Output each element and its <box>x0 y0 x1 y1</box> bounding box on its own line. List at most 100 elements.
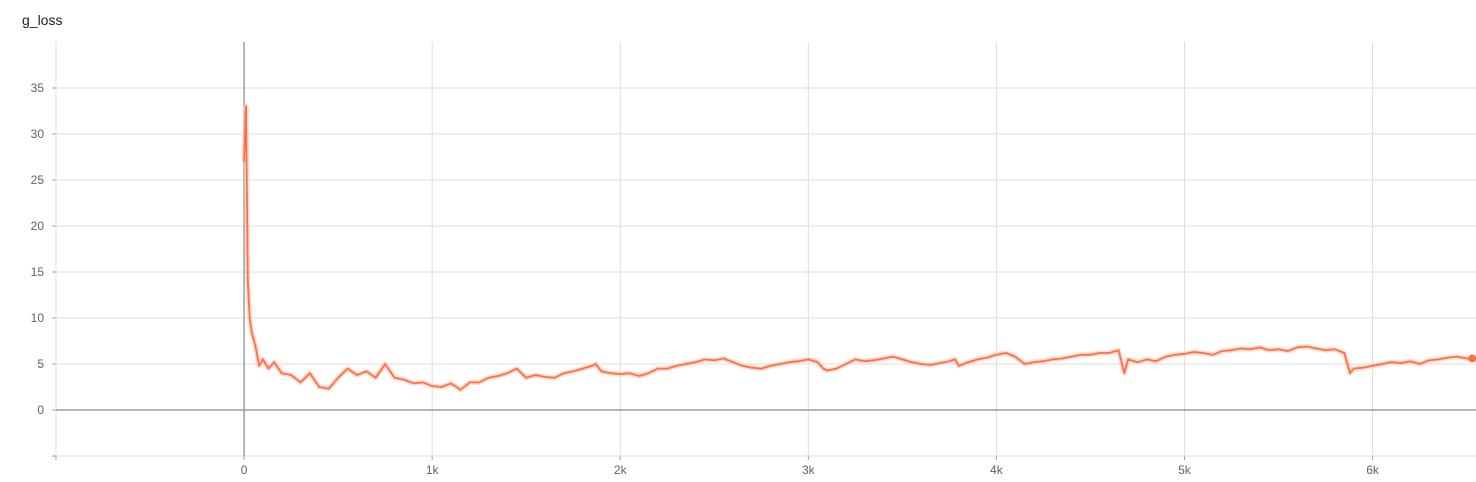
data-point <box>892 355 894 358</box>
data-point <box>591 365 593 367</box>
data-point <box>986 356 988 359</box>
data-point <box>1183 353 1186 355</box>
data-point <box>713 359 716 362</box>
data-point <box>1390 361 1393 363</box>
y-tick-label: 15 <box>31 265 45 279</box>
data-point <box>299 381 302 384</box>
data-point <box>280 372 283 375</box>
data-point <box>1249 348 1252 351</box>
data-point <box>647 372 650 375</box>
data-point <box>1127 358 1129 361</box>
data-point <box>929 364 932 366</box>
x-tick-label: 2k <box>614 463 628 477</box>
data-point <box>1352 367 1355 370</box>
data-point <box>534 374 537 376</box>
data-point <box>1108 352 1111 354</box>
data-point <box>1089 354 1092 356</box>
data-point <box>1277 348 1280 351</box>
y-tick-label: 0 <box>37 403 44 417</box>
data-point <box>290 374 292 376</box>
data-point <box>515 367 518 370</box>
data-point <box>1334 348 1336 351</box>
data-point <box>346 367 349 370</box>
y-tick-label: 20 <box>31 219 45 233</box>
x-tick-label: 4k <box>990 463 1004 477</box>
data-point <box>863 360 866 363</box>
data-point <box>440 386 443 388</box>
data-point <box>487 377 490 379</box>
data-point <box>1287 350 1289 352</box>
data-point <box>421 381 424 384</box>
data-point <box>1428 359 1430 362</box>
data-point <box>807 358 810 361</box>
data-point <box>760 367 763 370</box>
data-point <box>506 372 509 375</box>
data-point <box>1465 357 1468 360</box>
data-point <box>1456 355 1458 358</box>
data-point <box>1343 352 1346 354</box>
data-point <box>1446 356 1449 359</box>
chart-title: g_loss <box>22 12 63 28</box>
data-point <box>1268 349 1270 352</box>
data-point <box>412 382 415 385</box>
data-point <box>967 361 969 363</box>
data-point <box>788 361 791 363</box>
data-point <box>657 367 659 370</box>
x-tick-label: 1k <box>426 463 440 477</box>
data-point <box>563 372 565 375</box>
data-point <box>1164 355 1167 358</box>
data-point <box>468 381 471 384</box>
data-point <box>1042 360 1045 363</box>
data-point <box>1296 346 1299 349</box>
data-point <box>822 367 825 370</box>
data-point <box>384 363 386 365</box>
y-tick-label: 35 <box>31 81 45 95</box>
data-point <box>722 357 725 360</box>
data-point <box>1123 372 1126 375</box>
y-tick-label: 10 <box>31 311 45 325</box>
data-point <box>1221 350 1223 352</box>
data-point <box>581 367 584 370</box>
data-point <box>619 373 622 375</box>
data-point <box>572 370 575 373</box>
data-point <box>751 366 753 369</box>
data-point <box>995 354 998 356</box>
data-point <box>1070 355 1073 358</box>
data-point <box>798 360 800 363</box>
data-point <box>845 363 847 365</box>
data-point <box>901 358 904 361</box>
data-point <box>1061 357 1064 360</box>
data-point <box>854 358 857 361</box>
data-point <box>1099 352 1101 354</box>
series-line <box>243 105 1473 391</box>
data-point <box>1349 372 1351 375</box>
data-point <box>374 377 377 379</box>
data-point <box>600 370 603 373</box>
data-point <box>628 372 631 375</box>
data-point <box>1409 360 1411 363</box>
data-point <box>1437 358 1440 361</box>
data-point <box>327 388 330 390</box>
data-point <box>1052 358 1054 361</box>
data-point <box>1418 363 1421 365</box>
series-raw-line <box>241 103 1473 393</box>
data-point <box>318 386 321 388</box>
data-point <box>1155 360 1158 363</box>
x-tick-label: 0 <box>241 463 248 477</box>
data-point <box>976 358 979 361</box>
data-point <box>450 382 452 385</box>
y-tick-label: 5 <box>37 357 44 371</box>
data-point <box>1371 365 1374 367</box>
data-point <box>258 365 260 367</box>
data-point <box>243 160 245 163</box>
data-point <box>1005 352 1007 354</box>
data-point <box>262 358 264 361</box>
data-point <box>873 359 875 362</box>
data-point <box>431 385 433 387</box>
series-end-marker <box>1468 354 1476 363</box>
data-point <box>939 362 941 364</box>
data-point <box>337 377 339 379</box>
data-point <box>459 388 462 391</box>
y-tick-label: 25 <box>31 173 45 187</box>
